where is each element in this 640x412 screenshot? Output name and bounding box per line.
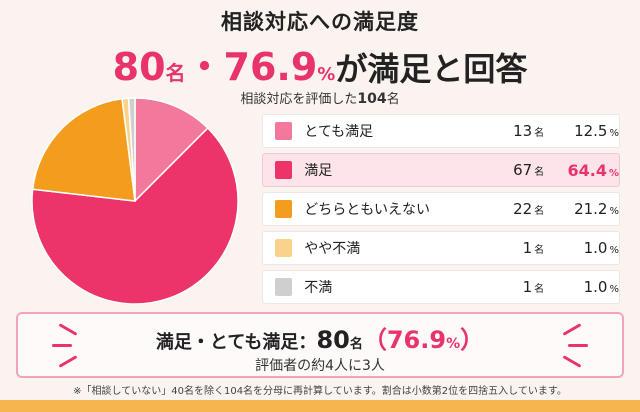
legend-swatch (275, 239, 293, 257)
legend-percent-unit: % (609, 284, 619, 295)
summary-paren-open: （ (362, 326, 387, 354)
pie-slice (31, 127, 239, 305)
legend-row: どちらともいえない 22 名 21.2% (262, 192, 620, 226)
legend-percent: 1.0% (583, 239, 619, 257)
summary-accent-line (52, 344, 72, 347)
summary-count-unit: 名 (349, 337, 363, 352)
subtitle-number: 104 (357, 91, 387, 107)
legend-percent: 64.4% (567, 160, 619, 180)
legend-percent-unit: % (609, 206, 619, 217)
legend-count-unit: 名 (534, 284, 545, 295)
legend-label: やや不満 (304, 241, 361, 257)
summary-accent-line (568, 344, 588, 347)
legend-swatch (275, 278, 293, 296)
summary-label: 満足・とても満足： (155, 332, 317, 353)
chart-title: 相談対応への満足度 (221, 10, 419, 34)
summary-main: 満足・とても満足：80名（76.9%） (18, 320, 622, 355)
legend-count-unit: 名 (534, 128, 545, 139)
legend-percent-unit: % (608, 167, 619, 179)
legend-percent: 12.5% (574, 122, 619, 140)
legend-label: どちらともいえない (304, 202, 430, 218)
legend-count: 13 名 (513, 122, 545, 140)
headline-count-unit: 名 (165, 61, 186, 85)
bottom-band (0, 400, 640, 412)
pie-slice (127, 97, 136, 202)
legend-label: 不満 (304, 280, 333, 296)
legend-count-unit: 名 (534, 167, 545, 178)
pie-chart (31, 97, 239, 305)
legend-count-unit: 名 (534, 245, 545, 256)
pie-slice (31, 97, 136, 202)
legend-row: とても満足 13 名 12.5% (262, 114, 620, 148)
legend-count: 22 名 (513, 200, 545, 218)
legend-count: 67 名 (513, 161, 545, 179)
legend-swatch (275, 122, 293, 140)
legend: とても満足 13 名 12.5% 満足 67 名 64.4% どちらともいえない 22 名 21.2%… (262, 114, 620, 309)
headline-rest: が満足と回答 (335, 50, 528, 88)
pie-slice (134, 97, 209, 203)
legend-row: やや不満 1 名 1.0% (262, 231, 620, 265)
legend-percent-unit: % (609, 245, 619, 256)
legend-label: とても満足 (304, 124, 374, 140)
summary-box: 満足・とても満足：80名（76.9%） 評価者の約4人に3人 (16, 312, 624, 378)
subtitle-prefix: 相談対応を評価した (240, 92, 358, 107)
legend-row: 不満 1 名 1.0% (262, 270, 620, 304)
summary-paren-close: ） (460, 326, 485, 354)
headline-separator: ・ (185, 45, 224, 89)
headline-percent: 76.9 (223, 45, 318, 89)
legend-count-unit: 名 (534, 206, 545, 217)
subtitle: 相談対応を評価した104名 (0, 88, 640, 107)
legend-swatch (275, 161, 293, 179)
footnote: ※「相談していない」40名を除く104名を分母に再計算しています。割合は小数第2… (73, 386, 567, 397)
legend-swatch (275, 200, 293, 218)
headline: 80名・76.9%が満足と回答 (0, 36, 640, 91)
headline-percent-unit: % (317, 64, 336, 85)
subtitle-suffix: 名 (386, 92, 400, 107)
headline-count: 80 (112, 45, 166, 89)
legend-percent-unit: % (609, 128, 619, 139)
summary-percent: 76.9 (386, 326, 447, 354)
summary-subtext: 評価者の約4人に3人 (255, 358, 385, 374)
legend-percent: 21.2% (574, 200, 619, 218)
legend-row: 満足 67 名 64.4% (262, 153, 620, 187)
summary-count: 80 (316, 326, 350, 354)
legend-percent: 1.0% (583, 278, 619, 296)
legend-label: 満足 (304, 163, 333, 179)
summary-percent-unit: % (446, 336, 461, 352)
